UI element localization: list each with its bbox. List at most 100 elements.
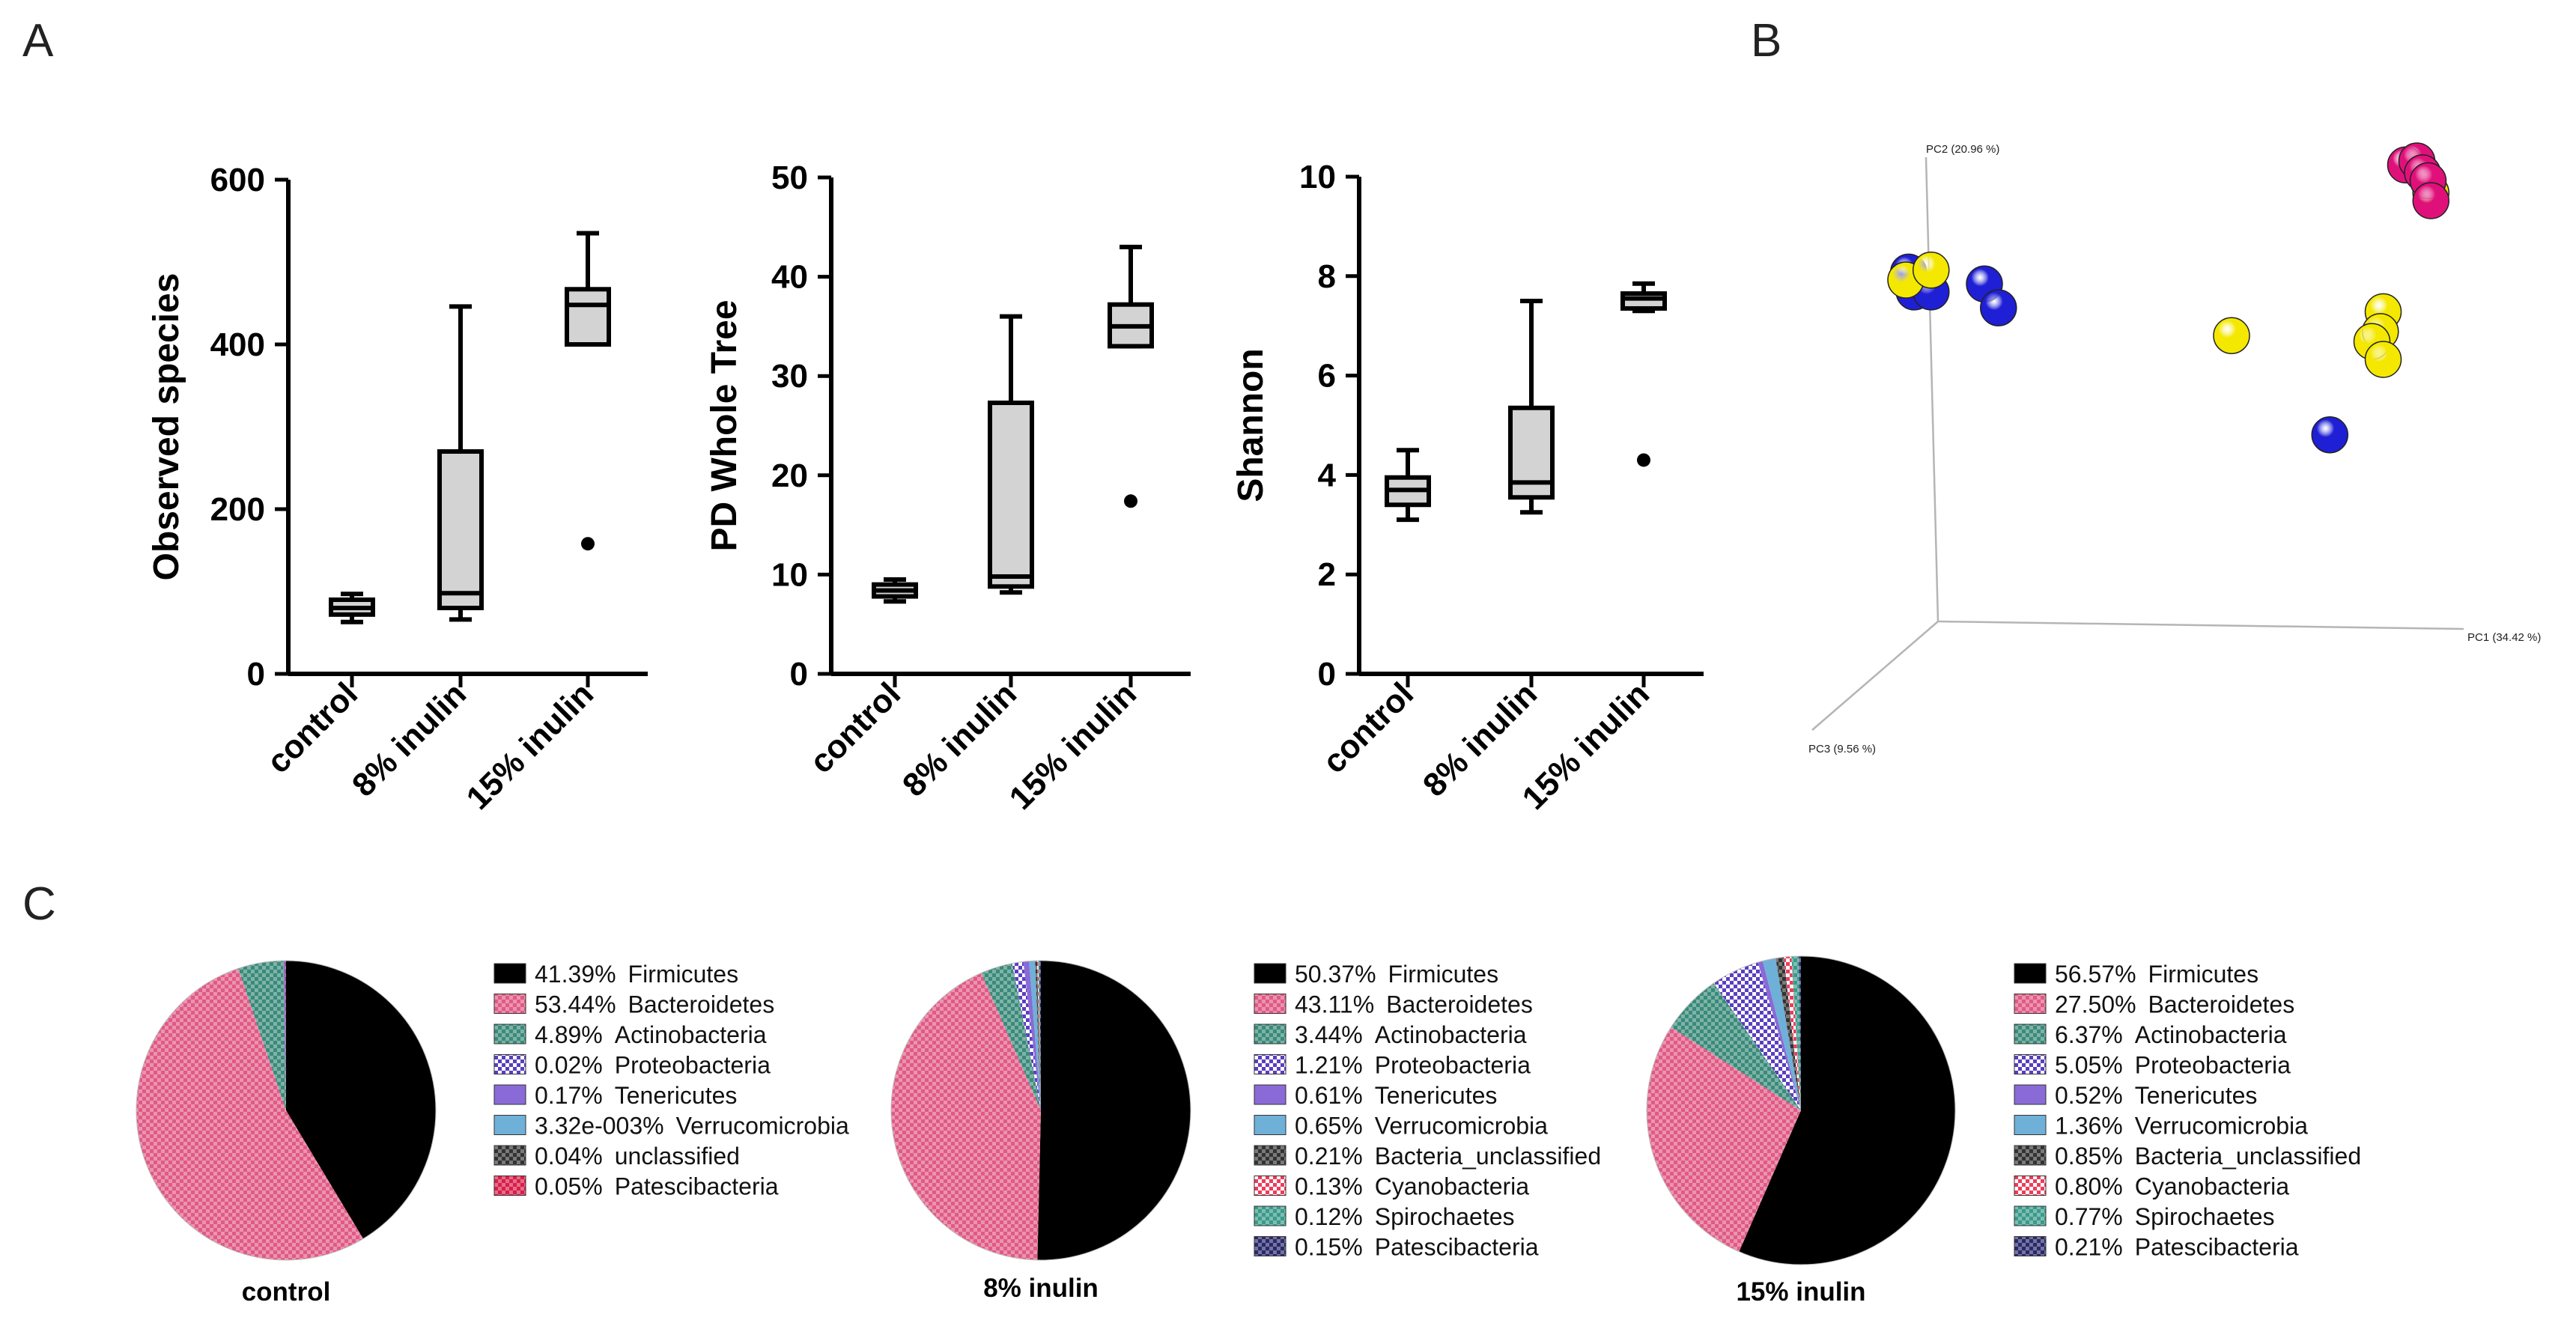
legend-label: Proteobacteria [615, 1052, 771, 1079]
legend-label: Bacteroidetes [1386, 991, 1533, 1018]
pie-slice-tenericutes [1023, 961, 1041, 1110]
x-category-label: control [803, 675, 908, 780]
y-tick-label: 200 [210, 491, 265, 528]
y-tick-label: 50 [771, 159, 808, 196]
legend-swatch [493, 1084, 526, 1105]
legend-percentage: 43.11% [1295, 991, 1374, 1018]
legend-percentage: 3.32e-003% [535, 1113, 664, 1140]
legend-item: 0.13% Cyanobacteria [1254, 1173, 1529, 1200]
legend-label: Verrucomicrobia [2135, 1113, 2308, 1140]
legend-label: Verrucomicrobia [1375, 1113, 1548, 1140]
legend-percentage: 0.61% [1295, 1082, 1363, 1109]
legend-label: Patescibacteria [2135, 1234, 2299, 1261]
legend-item: 3.44% Actinobacteria [1254, 1021, 1527, 1048]
legend-item: 0.17% Tenericutes [493, 1082, 737, 1109]
box-8-inulin [988, 314, 1034, 595]
legend-percentage: 0.02% [535, 1052, 603, 1079]
legend-percentage: 53.44% [535, 991, 616, 1018]
y-tick-label: 2 [1318, 556, 1336, 593]
legend-percentage: 0.12% [1295, 1203, 1363, 1230]
legend-label: Bacteroidetes [2148, 991, 2295, 1018]
legend-label: Cyanobacteria [2135, 1173, 2290, 1200]
legend-item: 0.15% Patescibacteria [1254, 1234, 1539, 1261]
pie-slice-bacteroidetes [891, 973, 1041, 1260]
legend-item: 56.57% Firmicutes [2014, 961, 2258, 988]
legend-swatch [2014, 963, 2047, 984]
legend-item: 41.39% Firmicutes [493, 961, 739, 988]
legend-label: Cyanobacteria [1375, 1173, 1530, 1200]
legend-label: Bacteria_unclassified [1375, 1143, 1601, 1170]
legend-label: Tenericutes [2135, 1082, 2258, 1109]
legend-swatch [2014, 1236, 2047, 1256]
pie-slice-proteobacteria [1713, 962, 1801, 1110]
legend-swatch [493, 1054, 526, 1074]
pcoa-points [1887, 142, 2449, 454]
legend-item: 0.85% Bacteria_unclassified [2014, 1143, 2361, 1170]
legend-swatch [1254, 1054, 1287, 1074]
pc3-axis-label: PC3 (9.56 %) [1808, 743, 1876, 755]
legend-item: 0.21% Bacteria_unclassified [1254, 1143, 1601, 1170]
y-tick-label: 6 [1318, 358, 1336, 395]
legend-label: Patescibacteria [615, 1173, 779, 1200]
box-15-inulin [1108, 244, 1154, 508]
outlier-point [581, 537, 595, 551]
y-tick-label: 600 [210, 162, 265, 198]
x-category-label: 15% inulin [460, 675, 601, 817]
pie-chart [136, 961, 436, 1260]
box-iqr [437, 449, 484, 610]
legend-percentage: 50.37% [1295, 961, 1376, 988]
legend-percentage: 0.13% [1295, 1173, 1363, 1200]
pie-slice-bacteroidetes [136, 968, 364, 1260]
box-8-inulin [1508, 299, 1555, 515]
y-axis-title: Observed species [147, 273, 186, 581]
pie-legend: 50.37% Firmicutes 43.11% Bacteroidetes 3.44%… [1254, 961, 1601, 1261]
legend-label: Proteobacteria [2135, 1052, 2291, 1079]
legend-label: Spirochaetes [1375, 1203, 1515, 1230]
legend-swatch [1254, 1176, 1287, 1196]
legend-item: 0.52% Tenericutes [2014, 1082, 2257, 1109]
legend-percentage: 0.21% [2055, 1234, 2123, 1261]
legend-swatch [493, 1145, 526, 1166]
legend-percentage: 0.17% [535, 1082, 603, 1109]
pie-title: control [242, 1277, 331, 1307]
pie-outline [136, 960, 437, 1261]
panel-label-c: C [22, 878, 56, 930]
legend-percentage: 4.89% [535, 1021, 603, 1048]
legend-item: 5.05% Proteobacteria [2014, 1052, 2291, 1079]
y-tick-label: 10 [771, 556, 808, 593]
pie-slice-tenericutes [283, 961, 286, 1110]
legend-swatch [2014, 1115, 2047, 1135]
pie-slice-actinobacteria [1671, 983, 1801, 1110]
pie-slice-bacteroidetes [1647, 1027, 1801, 1252]
legend-swatch [493, 1024, 526, 1044]
legend-item: 0.80% Cyanobacteria [2014, 1173, 2289, 1200]
box-15-inulin [1620, 281, 1667, 467]
y-tick-label: 400 [210, 326, 265, 363]
legend-label: Verrucomicrobia [676, 1113, 849, 1140]
legend-label: Bacteroidetes [628, 991, 775, 1018]
legend-label: Tenericutes [1375, 1082, 1498, 1109]
legend-label: Firmicutes [628, 961, 739, 988]
legend-percentage: 3.44% [1295, 1021, 1363, 1048]
legend-swatch [2014, 1145, 2047, 1166]
legend-swatch [1254, 994, 1287, 1014]
legend-percentage: 1.21% [1295, 1052, 1363, 1079]
legend-item: 0.05% Patescibacteria [493, 1173, 779, 1200]
pie-slice-spirochaetes [1038, 961, 1041, 1110]
legend-label: Bacteria_unclassified [2135, 1143, 2361, 1170]
outlier-point [1637, 453, 1650, 467]
y-tick-label: 0 [790, 656, 808, 693]
legend-percentage: 0.04% [535, 1143, 603, 1170]
legend-percentage: 0.15% [1295, 1234, 1363, 1261]
legend-item: 1.36% Verrucomicrobia [2014, 1113, 2308, 1140]
box-iqr [1620, 291, 1667, 311]
pie-slice-unclassified [285, 961, 286, 1110]
legend-swatch [2014, 1205, 2047, 1226]
pie-slice-verrucomicrobia [285, 961, 286, 1110]
legend-swatch [1254, 1205, 1287, 1226]
x-category-label: 15% inulin [1003, 675, 1144, 817]
